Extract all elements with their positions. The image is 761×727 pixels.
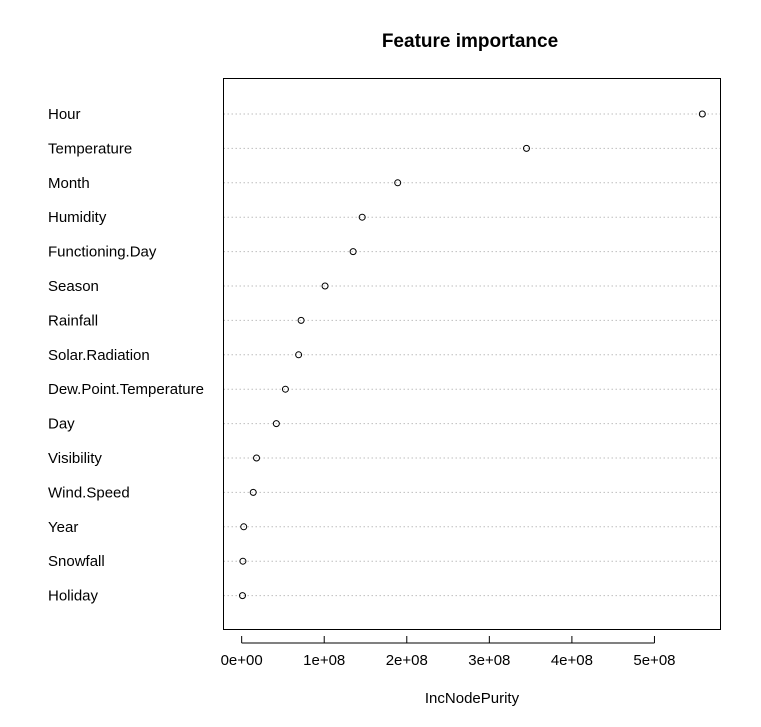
feature-label: Hour bbox=[48, 106, 81, 123]
data-point bbox=[297, 316, 305, 324]
data-point bbox=[240, 523, 248, 531]
data-point bbox=[698, 110, 706, 118]
feature-label: Temperature bbox=[48, 140, 132, 157]
data-point bbox=[321, 282, 329, 290]
data-point bbox=[349, 248, 357, 256]
x-tick-label: 4e+08 bbox=[551, 652, 593, 669]
data-point bbox=[522, 144, 530, 152]
feature-label: Dew.Point.Temperature bbox=[48, 381, 204, 398]
feature-label: Day bbox=[48, 416, 75, 433]
feature-label: Month bbox=[48, 175, 90, 192]
feature-label: Humidity bbox=[48, 209, 107, 226]
grid-lines bbox=[223, 113, 721, 597]
data-point bbox=[238, 592, 246, 600]
feature-label: Season bbox=[48, 278, 99, 295]
data-point bbox=[249, 488, 257, 496]
x-axis: 0e+00 1e+08 2e+08 3e+08 4e+08 5e+08 bbox=[221, 636, 676, 669]
data-point bbox=[253, 454, 261, 462]
data-point bbox=[239, 557, 247, 565]
feature-label: Wind.Speed bbox=[48, 484, 130, 501]
feature-label: Holiday bbox=[48, 588, 99, 605]
feature-label: Snowfall bbox=[48, 553, 105, 570]
feature-label: Year bbox=[48, 519, 78, 536]
data-points bbox=[238, 110, 706, 600]
feature-label: Solar.Radiation bbox=[48, 347, 150, 364]
data-point bbox=[358, 213, 366, 221]
feature-label: Functioning.Day bbox=[48, 244, 157, 261]
feature-label: Visibility bbox=[48, 450, 102, 467]
feature-labels: Hour Temperature Month Humidity Functioning.… bbox=[48, 106, 204, 605]
x-tick-label: 1e+08 bbox=[303, 652, 345, 669]
x-tick-label: 2e+08 bbox=[386, 652, 428, 669]
data-point bbox=[272, 420, 280, 428]
data-point bbox=[394, 179, 402, 187]
x-tick-label: 0e+00 bbox=[221, 652, 263, 669]
data-point bbox=[281, 385, 289, 393]
x-tick-label: 5e+08 bbox=[633, 652, 675, 669]
x-tick-label: 3e+08 bbox=[468, 652, 510, 669]
chart-title: Feature importance bbox=[382, 31, 558, 52]
feature-label: Rainfall bbox=[48, 312, 98, 329]
plot-frame bbox=[223, 78, 721, 630]
data-point bbox=[295, 351, 303, 359]
x-axis-label: IncNodePurity bbox=[425, 690, 520, 707]
